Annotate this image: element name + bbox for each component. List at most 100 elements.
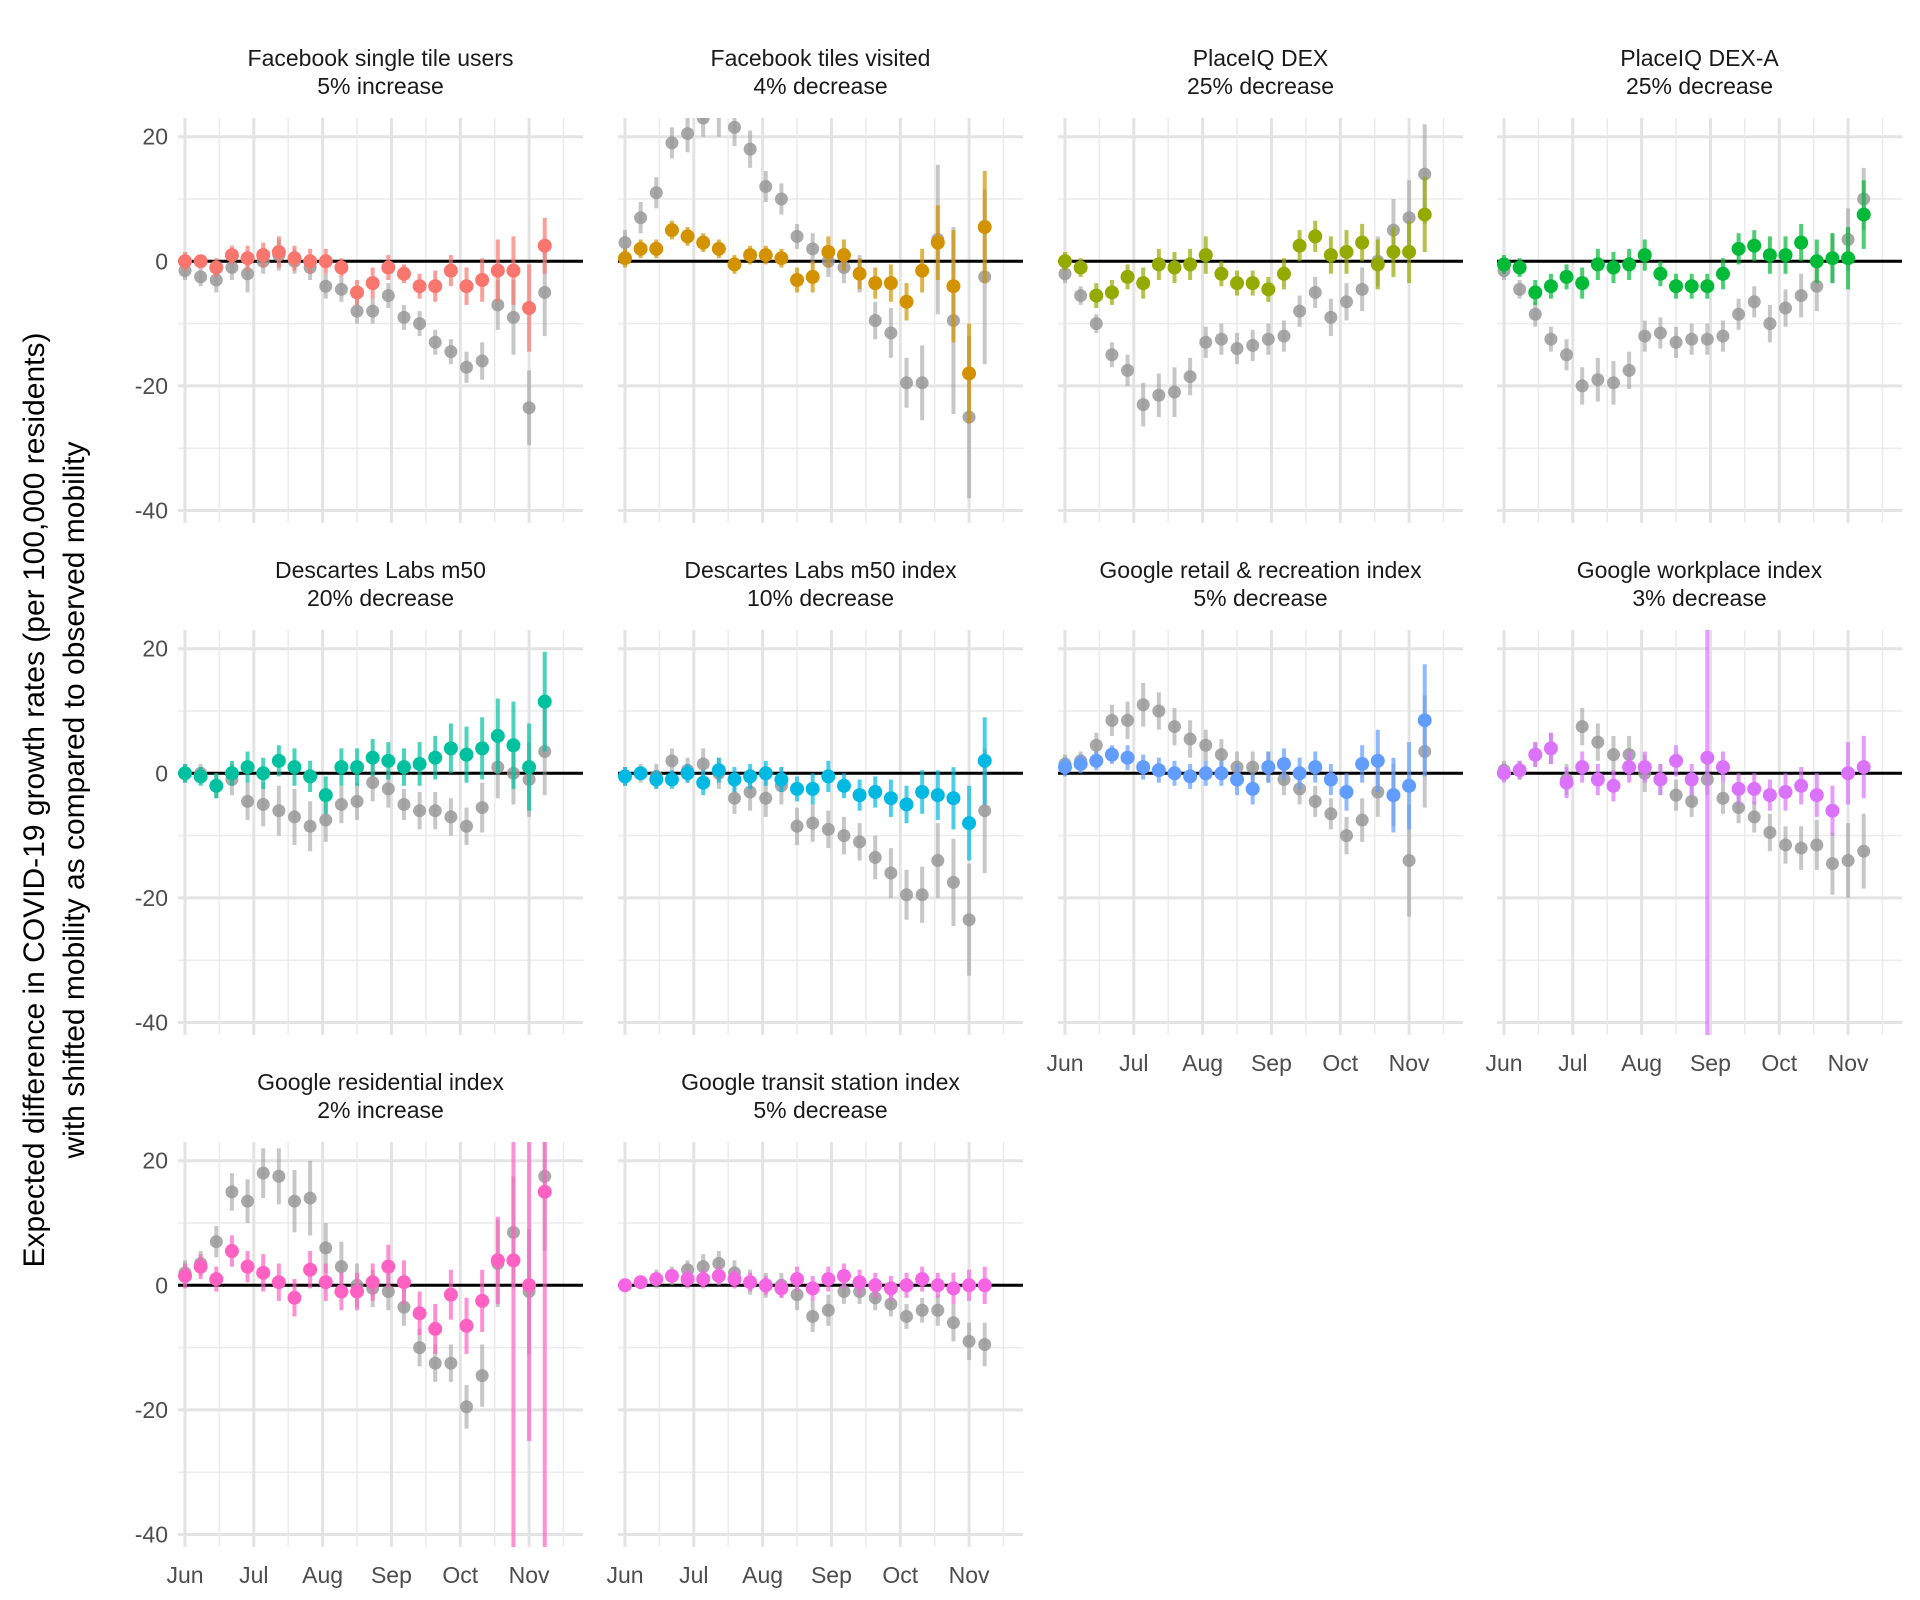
color-point: [412, 756, 427, 771]
y-tick-label: -20: [135, 373, 168, 399]
color-point: [428, 1321, 443, 1336]
gray-point: [1810, 838, 1824, 852]
gray-point: [1121, 713, 1135, 727]
color-point: [1308, 760, 1323, 775]
color-point: [303, 769, 318, 784]
gray-point: [806, 816, 820, 830]
gray-point: [397, 310, 411, 324]
x-tick-label: Jul: [1119, 1050, 1148, 1076]
panel-title: Google transit station index: [681, 1069, 960, 1095]
color-point: [1700, 750, 1715, 765]
color-point: [506, 738, 521, 753]
color-point: [365, 750, 380, 765]
color-point: [1089, 288, 1104, 303]
gray-point: [256, 1166, 270, 1180]
gray-point: [946, 1316, 960, 1330]
x-tick-label: Aug: [1182, 1050, 1223, 1076]
y-tick-label: 0: [155, 760, 168, 786]
color-point: [1841, 251, 1856, 266]
gray-point: [428, 1356, 442, 1370]
color-point: [396, 266, 411, 281]
color-point: [1214, 766, 1229, 781]
color-point: [1669, 279, 1684, 294]
gray-point: [1152, 388, 1166, 402]
gray-point: [319, 1241, 333, 1255]
gray-point: [1199, 335, 1213, 349]
gray-point: [1606, 748, 1620, 762]
x-tick-label: Nov: [509, 1562, 550, 1588]
gray-point: [444, 810, 458, 824]
gray-point: [1622, 363, 1636, 377]
gray-point: [790, 819, 804, 833]
gray-point: [1340, 829, 1354, 843]
color-point: [1622, 760, 1637, 775]
panel-subtitle: 25% decrease: [1626, 73, 1773, 99]
x-tick-label: Jul: [1558, 1050, 1587, 1076]
color-point: [633, 241, 648, 256]
gray-point: [634, 211, 648, 225]
color-point: [537, 1184, 552, 1199]
gray-point: [1575, 720, 1589, 734]
color-point: [1292, 766, 1307, 781]
color-point: [774, 1281, 789, 1296]
color-point: [334, 260, 349, 275]
color-point: [1684, 772, 1699, 787]
color-point: [1512, 260, 1527, 275]
color-point: [178, 254, 192, 269]
panel-data: [618, 1251, 992, 1367]
color-point: [805, 781, 820, 796]
color-point: [381, 260, 396, 275]
gray-point: [1575, 379, 1589, 393]
color-point: [475, 1293, 490, 1308]
gray-point: [287, 810, 301, 824]
gray-point: [1513, 282, 1527, 296]
x-tick-label: Aug: [302, 1562, 343, 1588]
x-tick-label: Sep: [1251, 1050, 1292, 1076]
panel-subtitle: 4% decrease: [753, 73, 887, 99]
color-point: [1590, 257, 1605, 272]
color-point: [1058, 760, 1072, 775]
gray-point: [806, 242, 820, 256]
color-point: [1778, 248, 1793, 263]
color-point: [868, 276, 883, 291]
gray-point: [868, 850, 882, 864]
color-point: [618, 769, 632, 784]
color-point: [1528, 747, 1543, 762]
color-point: [618, 1278, 632, 1293]
color-point: [475, 273, 490, 287]
gray-point: [1402, 854, 1416, 868]
gray-point: [1355, 813, 1369, 827]
color-point: [412, 1306, 427, 1321]
gray-point: [1685, 794, 1699, 808]
color-point: [287, 1290, 302, 1305]
gray-point: [759, 791, 773, 805]
color-point: [883, 1281, 898, 1296]
gray-point: [790, 1288, 804, 1302]
gray-point: [821, 822, 835, 836]
color-point: [240, 760, 255, 775]
color-point: [743, 248, 758, 263]
gray-point: [1669, 788, 1683, 802]
panel-title: Google workplace index: [1577, 557, 1823, 583]
gray-point: [334, 797, 348, 811]
color-point: [743, 1275, 758, 1290]
panel-subtitle: 5% increase: [317, 73, 444, 99]
color-point: [899, 797, 914, 812]
gray-point: [900, 888, 914, 902]
color-point: [977, 1278, 992, 1293]
color-point: [1559, 775, 1574, 790]
color-point: [334, 760, 349, 775]
gray-point: [1685, 332, 1699, 346]
gray-point: [366, 776, 380, 790]
gray-point: [806, 1309, 820, 1323]
gray-point: [428, 335, 442, 349]
gray-point: [931, 1303, 945, 1317]
color-point: [522, 1278, 537, 1293]
color-point: [664, 223, 679, 238]
gray-point: [1246, 760, 1260, 774]
x-tick-label: Oct: [1322, 1050, 1358, 1076]
gray-point: [334, 282, 348, 296]
